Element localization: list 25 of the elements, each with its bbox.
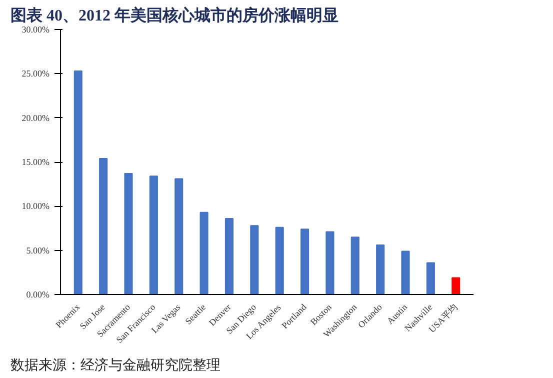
bar <box>350 236 360 294</box>
y-tick-label: 25.00% <box>22 68 50 79</box>
bar <box>401 250 410 294</box>
bar <box>224 218 234 294</box>
chart-title: 图表 40、2012 年美国核心城市的房价涨幅明显 <box>10 6 338 24</box>
y-tick-label: 10.00% <box>22 201 50 212</box>
bar <box>426 262 435 294</box>
y-tick-label: 15.00% <box>22 157 50 167</box>
bar <box>174 178 184 294</box>
bar <box>124 172 133 294</box>
bar <box>452 277 460 294</box>
bar <box>275 226 284 294</box>
bar <box>74 70 82 294</box>
y-tick-label: 0.00% <box>26 290 50 300</box>
bar <box>376 244 385 294</box>
bar <box>200 212 208 294</box>
y-tick-label: 30.00% <box>22 24 50 34</box>
y-tick-label: 20.00% <box>22 112 50 123</box>
source-note: 数据来源：经济与金融研究院整理 <box>10 358 220 374</box>
bar <box>250 225 259 294</box>
bar <box>300 228 310 294</box>
bar <box>326 231 334 294</box>
bar <box>99 158 108 294</box>
bar <box>149 176 158 294</box>
y-tick-label: 5.00% <box>26 245 50 256</box>
